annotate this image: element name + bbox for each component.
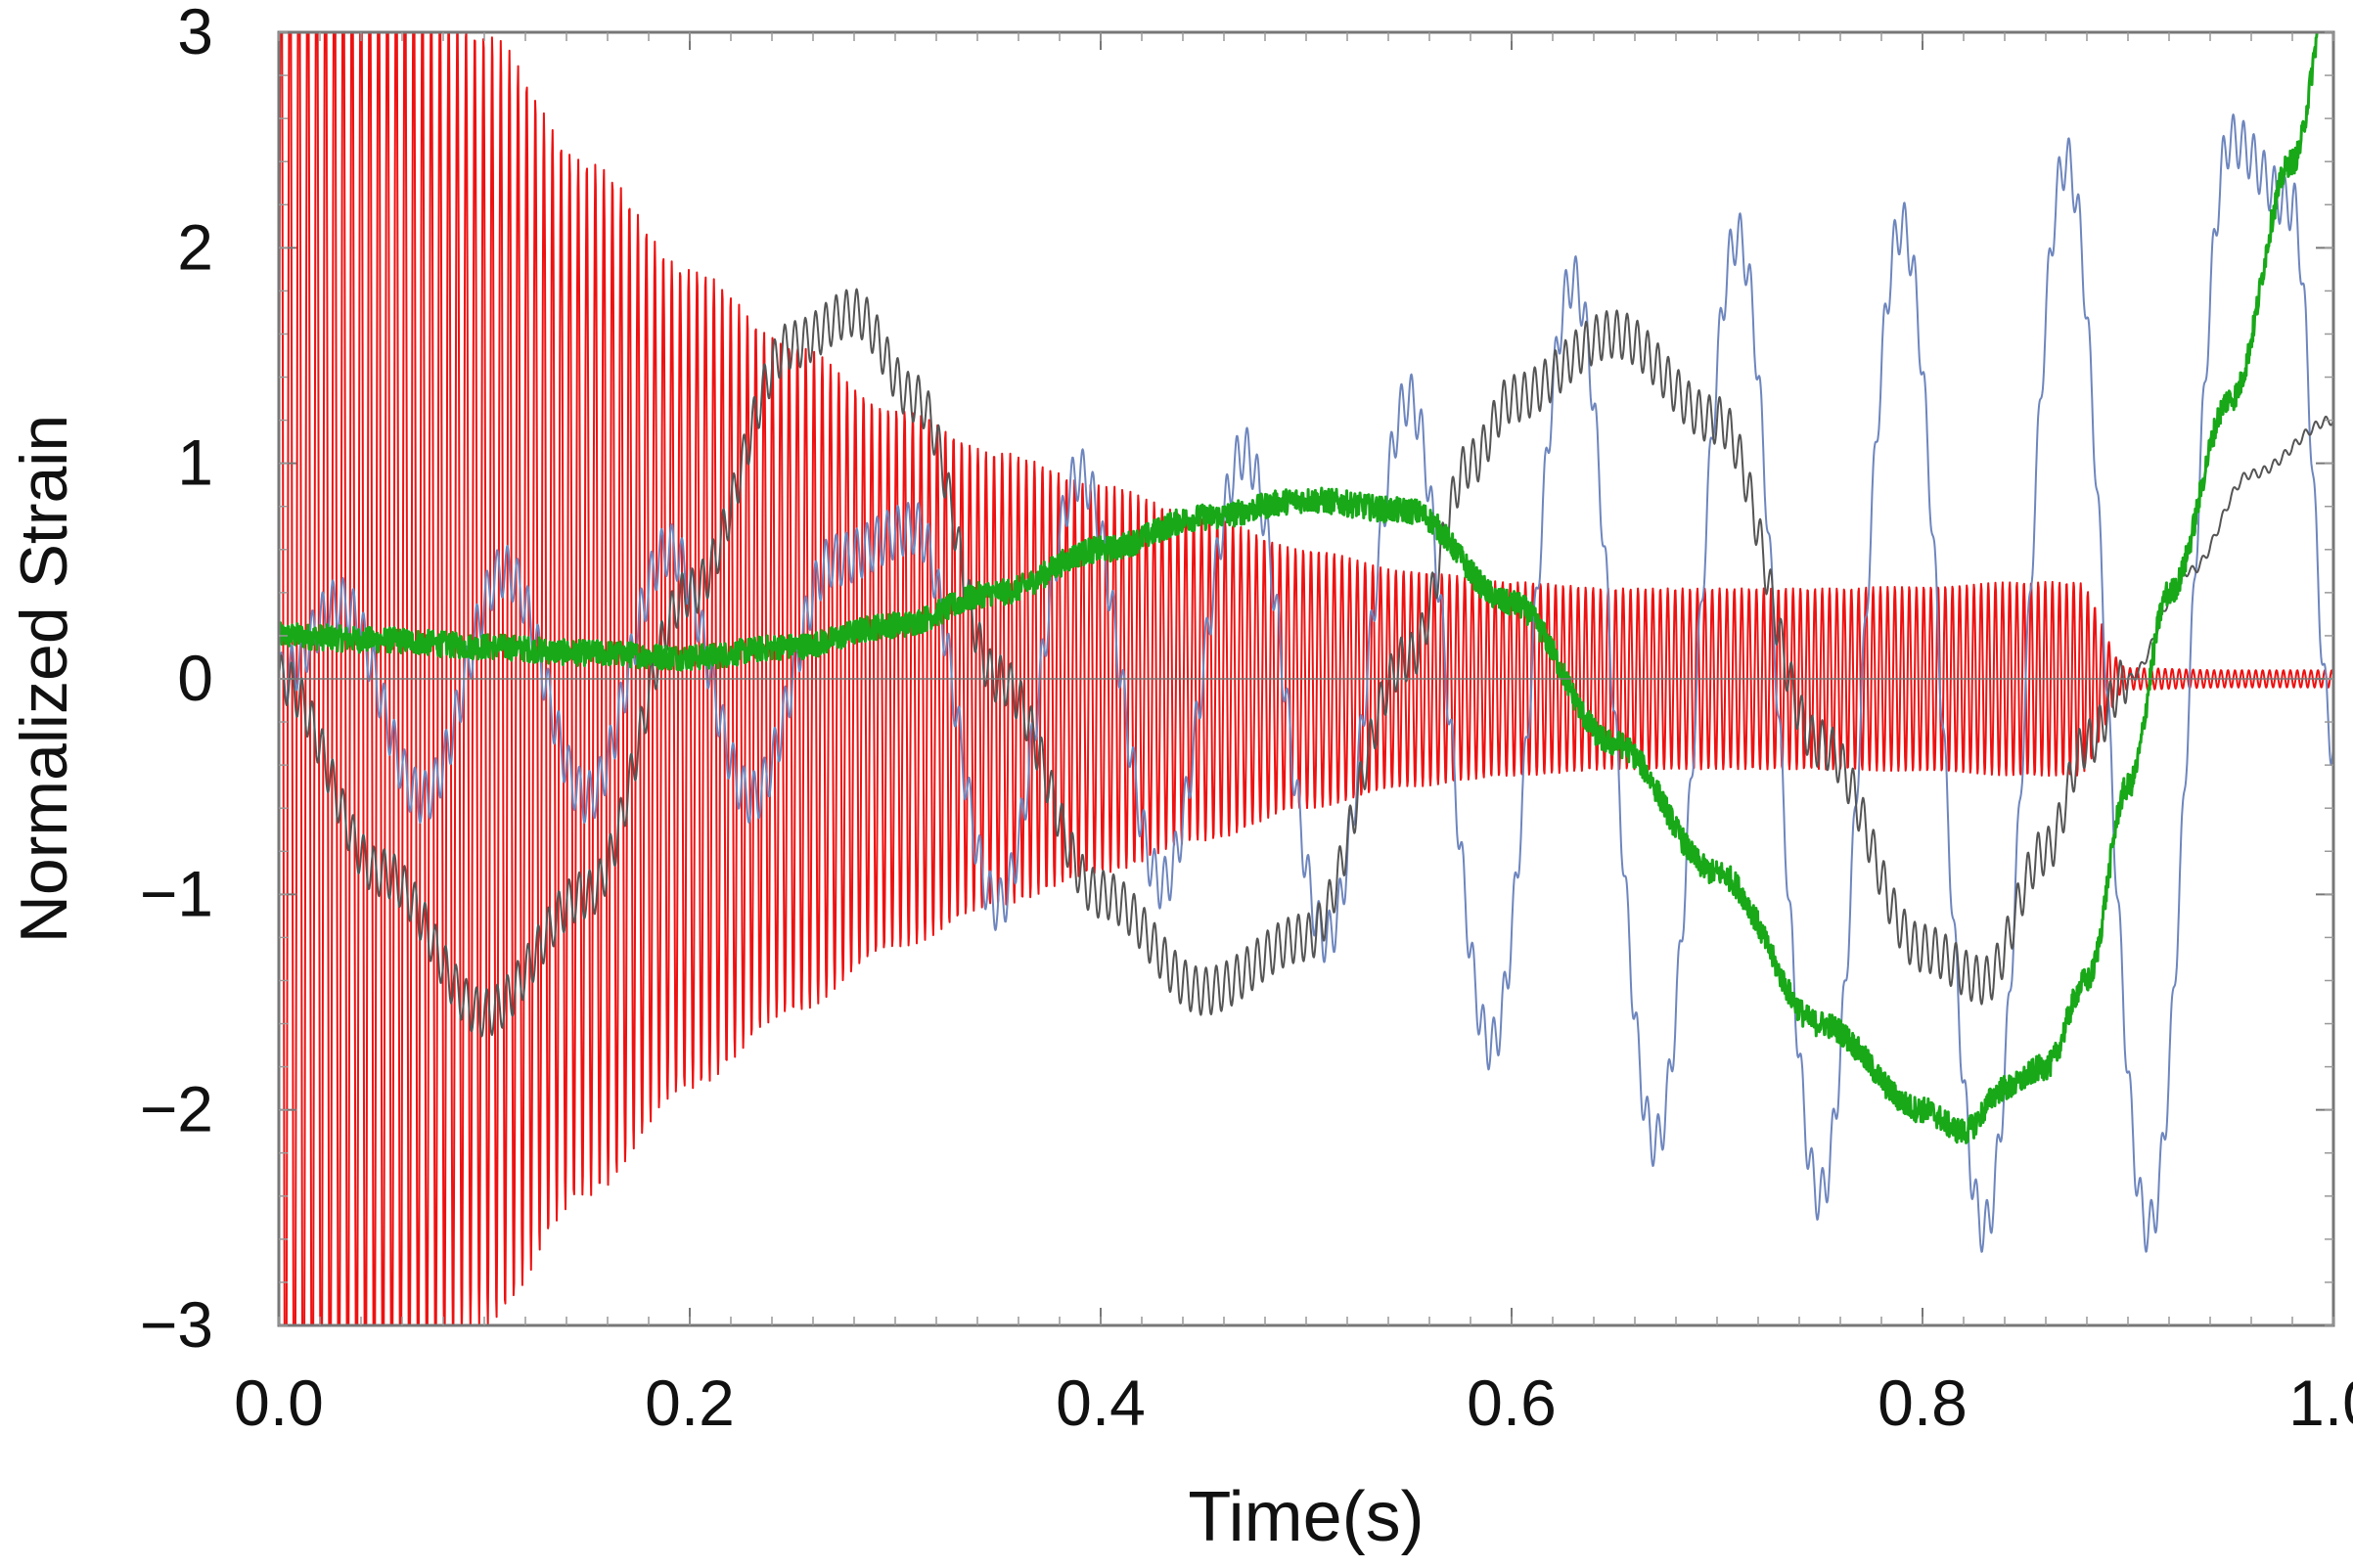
y-tick-label: −1	[140, 857, 213, 929]
y-tick-label: 1	[177, 426, 213, 499]
y-tick-label: 0	[177, 642, 213, 714]
series-line-1	[279, 32, 2333, 1325]
series-layer	[279, 32, 2333, 1325]
x-tick-label: 0.4	[1056, 1366, 1146, 1439]
y-tick-label: −3	[140, 1288, 213, 1361]
series-line-4	[279, 32, 2320, 1144]
x-tick-label: 0.8	[1878, 1366, 1968, 1439]
y-tick-label: −2	[140, 1073, 213, 1145]
x-axis-label: Time(s)	[1188, 1478, 1424, 1556]
x-tick-label: 1.0	[2288, 1366, 2353, 1439]
x-tick-label: 0.6	[1467, 1366, 1557, 1439]
series-line-2	[279, 113, 2333, 1253]
tick-layer: 0.0 0.2 0.4 0.6 0.8 1.0 −3 −2 −1 0 1 2 3	[140, 0, 2353, 1439]
y-tick-label: 2	[177, 210, 213, 283]
x-tick-label: 0.0	[234, 1366, 324, 1439]
y-axis-label: Normalized Strain	[7, 415, 81, 943]
series-line-3	[279, 288, 2333, 1038]
x-tick-label: 0.2	[645, 1366, 735, 1439]
y-tick-label: 3	[177, 0, 213, 67]
